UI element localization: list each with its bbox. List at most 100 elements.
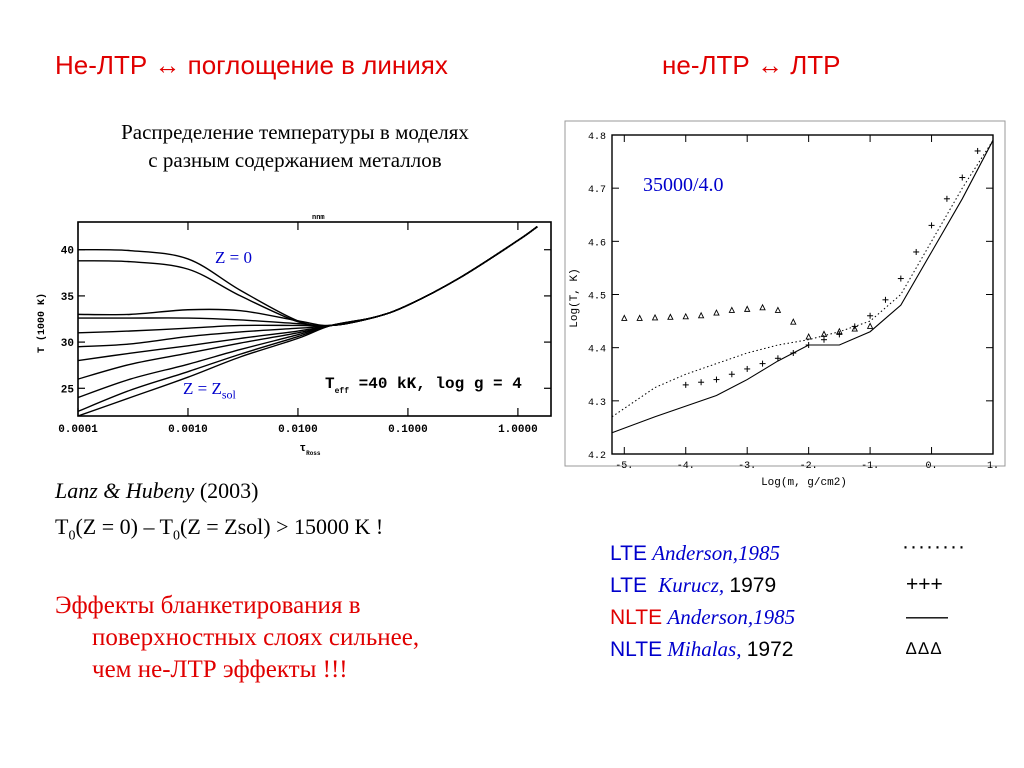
legend-source: Kurucz,	[658, 573, 725, 597]
mihalas-point	[697, 311, 705, 319]
mihalas-point	[728, 306, 736, 313]
lte-anderson-line	[611, 140, 994, 418]
mihalas-point	[851, 325, 858, 332]
right-y-tick-label: 4.3	[588, 398, 606, 409]
mihalas-point	[774, 306, 782, 313]
kurucz-point	[882, 296, 889, 303]
legend-source: Anderson,1985	[667, 605, 796, 629]
legend-type: NLTE	[610, 606, 663, 629]
label-z0: Z = 0	[215, 248, 252, 267]
right-x-tick-label: -3.	[738, 461, 756, 472]
right-x-tick-label: -5.	[615, 461, 633, 472]
legend-marker-plus: +++	[906, 573, 943, 596]
legend: LTE Anderson,1985 ········ LTE Kurucz, 1…	[610, 535, 1010, 665]
mihalas-point	[621, 314, 628, 321]
legend-row: LTE Anderson,1985 ········	[610, 535, 1010, 569]
mihalas-point	[805, 333, 812, 340]
mihalas-point	[682, 312, 689, 320]
left-x-tick-label: 0.0001	[58, 424, 98, 436]
legend-marker-solid: ——	[906, 605, 948, 628]
right-chart-xlabel: Log(m, g/cm2)	[761, 477, 847, 489]
left-series-line	[78, 226, 538, 327]
legend-row: NLTE Mihalas, 1972 ∆∆∆	[610, 633, 1010, 665]
mihalas-point	[636, 314, 643, 321]
kurucz-point	[897, 275, 904, 282]
left-xlabel-sub: Ross	[306, 450, 321, 457]
formula-sub-1: 0	[68, 528, 76, 544]
kurucz-point	[728, 371, 735, 378]
left-series-line	[78, 226, 538, 380]
formula-part-2: (Z = Zsol) > 15000 K !	[180, 514, 384, 539]
left-chart-series	[78, 226, 538, 416]
left-series-line	[78, 226, 538, 416]
left-y-tick-label: 25	[61, 384, 75, 396]
left-series-line	[78, 226, 538, 327]
legend-type: LTE	[610, 542, 647, 565]
legend-type: LTE	[610, 574, 647, 597]
kurucz-point	[774, 355, 781, 362]
right-x-tick-label: -4.	[677, 461, 695, 472]
left-chart-xlabel: τRoss	[299, 443, 320, 457]
left-chart-x-ticks: 0.0001 0.0010 0.0100 0.1000 1.0000	[58, 222, 538, 436]
mihalas-point	[667, 313, 674, 320]
kurucz-point	[759, 360, 766, 367]
right-y-tick-label: 4.6	[588, 238, 606, 249]
conclusion-line-3: чем не-ЛТР эффекты !!!	[92, 656, 348, 683]
right-y-tick-label: 4.7	[588, 185, 606, 196]
legend-year: 1979	[729, 574, 777, 597]
kurucz-point	[744, 365, 751, 372]
conclusion-line-1: Эффекты бланкетирования в	[55, 592, 361, 619]
legend-row: NLTE Anderson,1985 ——	[610, 601, 1010, 633]
kurucz-point	[698, 379, 705, 386]
mihalas-point	[866, 322, 874, 329]
right-chart-outer-border	[564, 120, 1006, 467]
annotation-rest: =40 kK, log g = 4	[349, 375, 522, 393]
right-chart-x-ticks: -5. -4. -3. -2. -1. 0. 1.	[615, 135, 999, 472]
formula: T0(Z = 0) – T0(Z = Zsol) > 15000 K !	[55, 514, 383, 544]
kurucz-point	[682, 381, 689, 388]
label-zsol: Z = Zsol	[183, 379, 236, 402]
right-y-tick-label: 4.4	[588, 345, 606, 356]
subtitle-line-1: Распределение температуры в моделях	[121, 120, 469, 144]
legend-source: Anderson,1985	[652, 541, 780, 565]
right-y-tick-label: 4.5	[588, 292, 606, 303]
legend-marker-dotted: ········	[902, 535, 966, 558]
kurucz-point	[943, 195, 950, 202]
left-y-tick-label: 40	[61, 246, 74, 258]
mihalas-point	[743, 305, 751, 312]
annotation-t: T	[325, 375, 335, 393]
right-x-tick-label: 1.	[987, 461, 999, 472]
left-chart-ylabel: T (1000 K)	[36, 293, 48, 353]
legend-year: 1972	[746, 638, 794, 661]
left-y-tick-label: 30	[61, 338, 74, 350]
legend-row: LTE Kurucz, 1979 +++	[610, 569, 1010, 601]
kurucz-point	[974, 147, 981, 154]
left-chart-frame	[77, 221, 552, 417]
mihalas-point	[836, 327, 843, 335]
right-chart-y-ticks: 4.2 4.3 4.4 4.5 4.6 4.7 4.8	[588, 132, 993, 462]
mihalas-point	[651, 313, 659, 321]
label-zsol-main: Z = Z	[183, 379, 222, 398]
left-series-line	[78, 226, 538, 327]
right-chart-ylabel: Log(T, K)	[569, 268, 581, 327]
right-y-tick-label: 4.8	[588, 132, 606, 143]
annotation-sub: eff	[335, 387, 350, 396]
left-chart-top-label: nnm	[312, 214, 325, 222]
mihalas-point	[759, 303, 766, 311]
right-title: не-ЛТР ↔ ЛТР	[662, 50, 841, 80]
left-series-line	[78, 226, 538, 362]
label-zsol-sub: sol	[221, 387, 236, 402]
kurucz-point	[713, 376, 720, 383]
left-chart-y-ticks: 25 30 35 40	[61, 246, 551, 396]
kurucz-point	[913, 248, 920, 255]
kurucz-point	[959, 174, 966, 181]
kurucz-point	[928, 222, 935, 229]
left-xlabel-main: τ	[299, 443, 306, 455]
kurucz-point	[867, 312, 874, 319]
kurucz-point	[821, 336, 828, 343]
formula-part-1: (Z = 0) – T	[75, 514, 173, 539]
citation: Lanz & Hubeny (2003)	[55, 478, 258, 504]
left-series-line	[78, 226, 538, 334]
left-x-tick-label: 1.0000	[498, 424, 538, 436]
left-series-line	[78, 226, 538, 348]
